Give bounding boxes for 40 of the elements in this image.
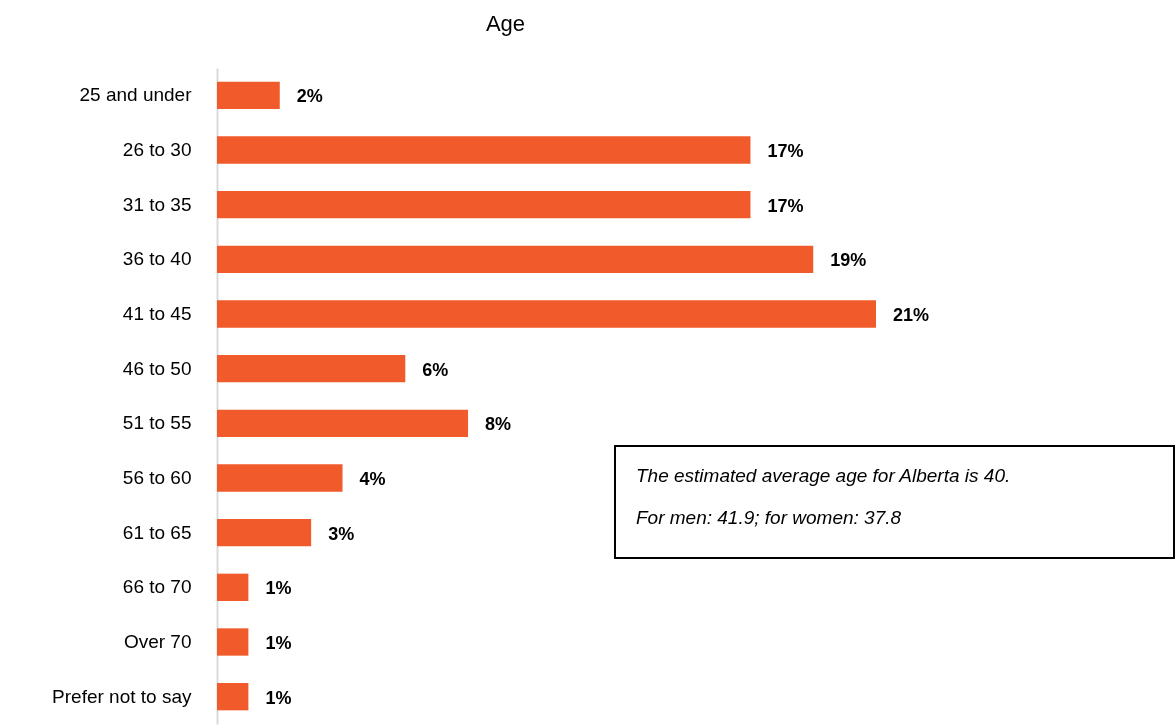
annotation: The estimated average age for Alberta is 40.	[636, 465, 1011, 487]
data-label: 8%	[485, 414, 512, 435]
bar	[217, 355, 406, 383]
y-tick-label: 56 to 60	[122, 467, 192, 488]
bar	[217, 519, 312, 547]
y-tick-label: 36 to 40	[122, 248, 192, 270]
annotation: For men: 41.9; for women: 37.8	[636, 507, 902, 529]
y-tick-label: 25 and under	[79, 84, 193, 106]
y-tick-label: 51 to 55	[122, 412, 192, 434]
data-label: 1%	[265, 578, 292, 599]
data-label: 3%	[328, 523, 355, 544]
bar	[217, 191, 751, 219]
data-label: 17%	[767, 195, 804, 216]
data-label: 6%	[422, 359, 449, 380]
data-label: 21%	[893, 305, 930, 325]
y-tick-label: 41 to 45	[122, 303, 192, 324]
data-label: 17%	[767, 141, 804, 161]
bar	[217, 409, 469, 437]
bar	[217, 136, 751, 164]
bar	[217, 464, 343, 492]
y-tick-label: Prefer not to say	[52, 685, 192, 707]
note-box: The estimated average age for Alberta is 40. For men: 41.9; for women: 37.8	[614, 445, 1175, 559]
y-tick-label: Over 70	[123, 631, 192, 652]
bar	[217, 81, 280, 109]
chart-title: Age	[485, 11, 526, 36]
data-label: 4%	[359, 469, 386, 489]
bar	[217, 628, 249, 656]
bar	[217, 683, 249, 711]
bar	[217, 573, 249, 601]
y-tick-label: 46 to 50	[122, 357, 192, 379]
y-tick-label: 66 to 70	[122, 576, 192, 598]
bar	[217, 300, 876, 328]
y-tick-label: 31 to 35	[122, 193, 192, 215]
data-label: 19%	[830, 250, 867, 271]
data-label: 1%	[265, 633, 292, 653]
data-label: 1%	[265, 687, 292, 708]
y-tick-label: 61 to 65	[122, 521, 192, 543]
y-tick-label: 26 to 30	[122, 139, 192, 160]
data-label: 2%	[296, 86, 323, 107]
bar	[217, 245, 814, 273]
